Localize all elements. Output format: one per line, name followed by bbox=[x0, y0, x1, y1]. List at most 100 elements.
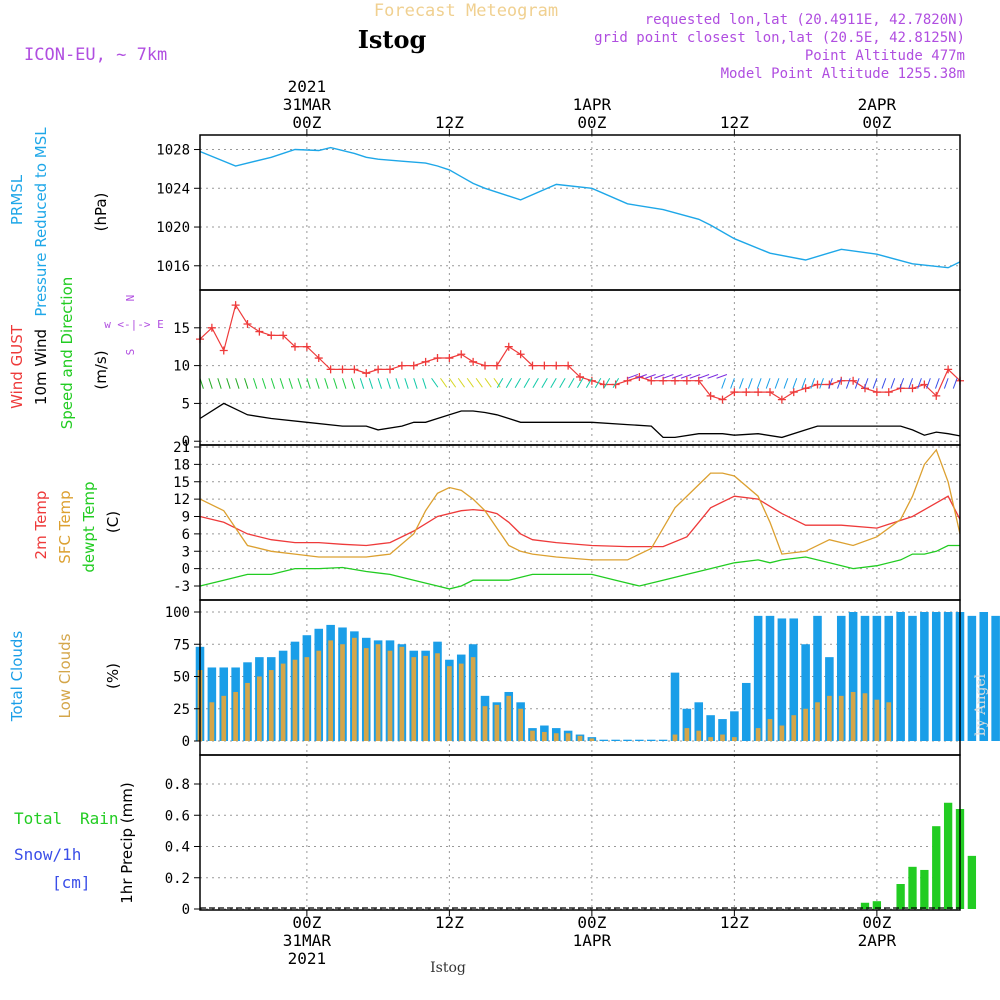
wind-direction-arrow bbox=[532, 377, 539, 389]
y-tick-label-wind-3: 15 bbox=[173, 321, 190, 337]
y-tick-label-clouds-0: 0 bbox=[182, 734, 190, 750]
low-cloud-bar bbox=[720, 734, 725, 741]
low-cloud-bar bbox=[696, 730, 702, 741]
total-cloud-bar bbox=[706, 715, 715, 741]
gust-point bbox=[552, 361, 561, 370]
low-cloud-bar bbox=[506, 695, 512, 741]
rain-bar bbox=[860, 902, 870, 909]
gust-point bbox=[647, 376, 656, 385]
low-cloud-bar bbox=[375, 644, 381, 741]
wind-direction-arrow bbox=[270, 378, 276, 389]
y-tick-label-clouds-1: 25 bbox=[173, 702, 190, 718]
y-tick-label-pressure-2: 1024 bbox=[156, 181, 190, 197]
temp2m-label: 2m Temp bbox=[32, 491, 50, 560]
low-cloud-bar bbox=[245, 682, 250, 741]
gust-point bbox=[445, 354, 454, 363]
y-tick-label-temperature-6: 15 bbox=[173, 475, 190, 491]
wind-direction-arrow bbox=[689, 374, 701, 379]
wind-direction-arrow bbox=[244, 378, 249, 389]
gust-point bbox=[730, 388, 739, 397]
low-cloud-bar bbox=[815, 702, 820, 741]
wind-direction-arrow bbox=[872, 378, 878, 389]
dewpt-label: dewpt Temp bbox=[80, 481, 98, 572]
gust-point bbox=[849, 376, 858, 385]
gust-point bbox=[576, 372, 584, 381]
total-cloud-bar bbox=[741, 682, 751, 741]
wind-direction-arrow bbox=[514, 377, 522, 389]
low-cloud-bar bbox=[316, 650, 322, 741]
low-cloud-bar bbox=[542, 731, 547, 741]
grid-layer bbox=[200, 135, 960, 910]
y-tick-label-clouds-3: 75 bbox=[173, 637, 190, 653]
wind-direction-arrow bbox=[395, 378, 400, 389]
total-cloud-bar bbox=[920, 612, 929, 741]
wind-direction-arrow bbox=[792, 378, 798, 389]
wind-direction-arrow bbox=[765, 378, 771, 389]
pressure-label-long: Pressure Reduced to MSL bbox=[32, 127, 50, 317]
low-cloud-bar bbox=[411, 657, 417, 741]
wind-direction-arrow bbox=[662, 374, 674, 379]
y-tick-label-precip-0: 0 bbox=[182, 902, 190, 918]
wind-direction-arrow bbox=[279, 378, 285, 389]
total-cloud-bar bbox=[813, 615, 822, 741]
wind-direction-arrow bbox=[671, 374, 683, 379]
wind-direction-arrow bbox=[854, 378, 860, 389]
top-time-label-3-0: 12Z bbox=[720, 113, 749, 132]
gust-point bbox=[386, 365, 394, 374]
wind-direction-arrow bbox=[899, 378, 905, 389]
low-cloud-bar bbox=[470, 657, 476, 741]
total-cloud-bar bbox=[658, 739, 668, 741]
gust-point bbox=[587, 376, 596, 385]
top-time-label-4-0: 00Z bbox=[862, 113, 891, 132]
wind-direction-arrow bbox=[730, 378, 735, 389]
wind-direction-arrow bbox=[837, 378, 842, 389]
gust-point bbox=[920, 380, 929, 389]
low-cloud-bar bbox=[458, 663, 464, 741]
total-cloud-bar bbox=[967, 615, 977, 741]
wind-direction-arrow bbox=[594, 377, 602, 389]
total-cloud-bar bbox=[753, 615, 763, 741]
low-cloud-bar bbox=[838, 695, 844, 741]
low-cloud-bar bbox=[874, 699, 880, 741]
gust-point bbox=[350, 365, 359, 374]
bottom-time-label-2-1: 1APR bbox=[573, 931, 612, 950]
wind-direction-arrow bbox=[413, 378, 418, 389]
wind-direction-label: Speed and Direction bbox=[58, 277, 76, 430]
total-cloud-bar bbox=[682, 708, 692, 741]
temp-line-2 bbox=[199, 544, 960, 590]
gust-point bbox=[801, 384, 810, 393]
wind-direction-arrow bbox=[386, 378, 391, 389]
low-cloud-bar bbox=[886, 702, 892, 741]
wind-direction-arrow bbox=[819, 378, 824, 389]
low-cloud-bar bbox=[482, 706, 488, 741]
bottom-time-label-4-0: 00Z bbox=[862, 913, 891, 932]
gust-point bbox=[837, 376, 846, 385]
temp-line-1 bbox=[199, 448, 961, 561]
bottom-time-label-0-1: 31MAR bbox=[283, 931, 332, 950]
gust-point bbox=[469, 357, 478, 366]
bottom-time-label-4-1: 2APR bbox=[858, 931, 897, 950]
model-label: ICON-EU, ~ 7km bbox=[24, 45, 167, 65]
wind-direction-arrow bbox=[359, 378, 365, 389]
wind-direction-arrow bbox=[377, 378, 382, 389]
gust-label: Wind GUST bbox=[8, 324, 26, 409]
gust-point bbox=[231, 301, 240, 310]
total-cloud-bar bbox=[848, 612, 858, 741]
wind-direction-arrow bbox=[716, 374, 728, 379]
gust-point bbox=[492, 361, 501, 370]
low-cloud-bar bbox=[862, 693, 868, 741]
rain-bar bbox=[932, 826, 941, 909]
gust-point bbox=[314, 354, 323, 363]
wind-direction-arrow bbox=[288, 378, 293, 389]
rain-bar bbox=[943, 802, 953, 909]
wind-direction-arrow bbox=[493, 377, 501, 388]
y-tick-label-precip-4: 0.8 bbox=[165, 777, 190, 793]
total-cloud-bar bbox=[943, 612, 953, 741]
temp-units: (C) bbox=[104, 511, 122, 533]
bottom-time-label-0-0: 00Z bbox=[292, 913, 321, 932]
wind-direction-arrow bbox=[801, 378, 807, 389]
gust-point bbox=[682, 376, 691, 385]
y-tick-label-temperature-2: 3 bbox=[182, 544, 190, 560]
wind-direction-arrow bbox=[908, 378, 913, 389]
wind-direction-arrow bbox=[783, 378, 789, 389]
